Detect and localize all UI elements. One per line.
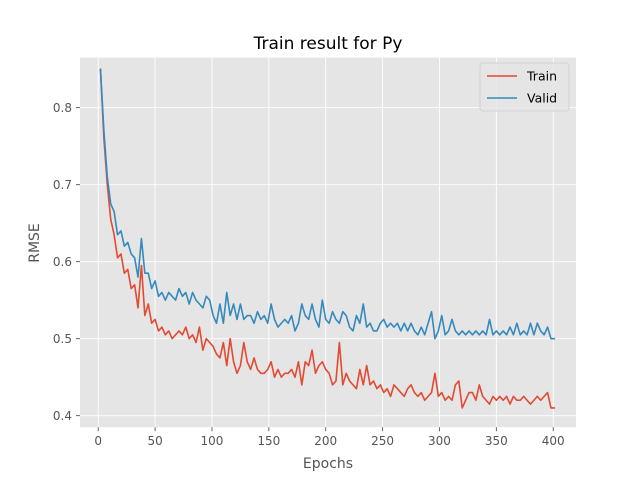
- series-line-valid: [99, 68, 556, 340]
- y-axis-label: RMSE: [27, 223, 43, 263]
- x-tick-label: 0: [94, 434, 102, 448]
- x-tick-label: 100: [201, 434, 224, 448]
- y-tick-label: 0.7: [53, 178, 72, 192]
- grid-lines: [80, 57, 576, 428]
- x-axis-ticks: 0 50 100 150 200 250 300 350 400: [94, 427, 565, 448]
- y-axis-ticks: 0.4 0.5 0.6 0.7 0.8: [53, 101, 80, 423]
- y-tick-label: 0.8: [53, 101, 72, 115]
- y-tick-label: 0.6: [53, 255, 72, 269]
- legend: Train Valid: [479, 62, 570, 112]
- x-tick-label: 350: [485, 434, 508, 448]
- y-tick-label: 0.5: [53, 332, 72, 346]
- x-axis-label: Epochs: [303, 456, 353, 472]
- series-layer: [99, 68, 556, 409]
- x-tick-label: 250: [371, 434, 394, 448]
- legend-label-valid: Valid: [527, 91, 557, 106]
- x-tick-label: 50: [147, 434, 162, 448]
- x-tick-label: 400: [542, 434, 565, 448]
- legend-label-train: Train: [526, 69, 557, 84]
- x-tick-label: 150: [257, 434, 280, 448]
- legend-box: [479, 62, 570, 112]
- series-line-train: [99, 68, 556, 409]
- y-tick-label: 0.4: [53, 409, 72, 423]
- x-tick-label: 300: [428, 434, 451, 448]
- chart-title: Train result for Py: [253, 34, 403, 54]
- plot-area: [80, 57, 576, 428]
- x-tick-label: 200: [314, 434, 337, 448]
